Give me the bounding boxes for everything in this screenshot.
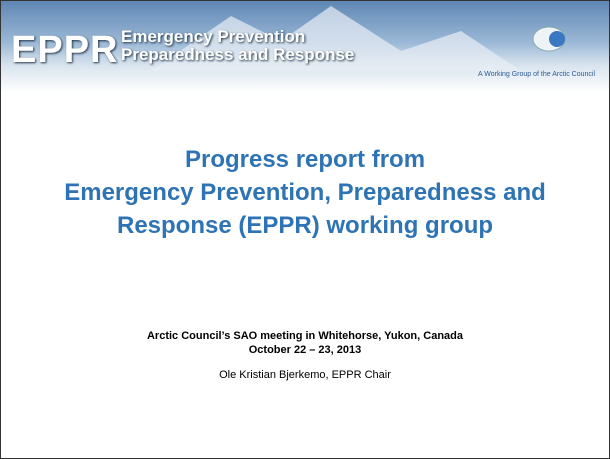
presenter: Ole Kristian Bjerkemo, EPPR Chair (1, 369, 609, 381)
meeting-line: Arctic Council’s SAO meeting in Whitehor… (1, 329, 609, 343)
meeting: Arctic Council’s SAO meeting in Whitehor… (1, 329, 609, 357)
header-line: Emergency Prevention (121, 27, 305, 47)
title-line: Response (EPPR) working group (1, 209, 609, 242)
title-line: Emergency Prevention, Preparedness and (1, 176, 609, 209)
title-line: Progress report from (1, 143, 609, 176)
slide: EPPR Emergency Prevention Preparedness a… (0, 0, 610, 459)
header-line: Preparedness and Response (121, 45, 354, 65)
meeting-line: October 22 – 23, 2013 (1, 343, 609, 357)
tagline: A Working Group of the Arctic Council (478, 71, 595, 78)
logo: EPPR (11, 29, 118, 72)
banner: EPPR Emergency Prevention Preparedness a… (1, 1, 609, 93)
title: Progress report from Emergency Preventio… (1, 143, 609, 242)
